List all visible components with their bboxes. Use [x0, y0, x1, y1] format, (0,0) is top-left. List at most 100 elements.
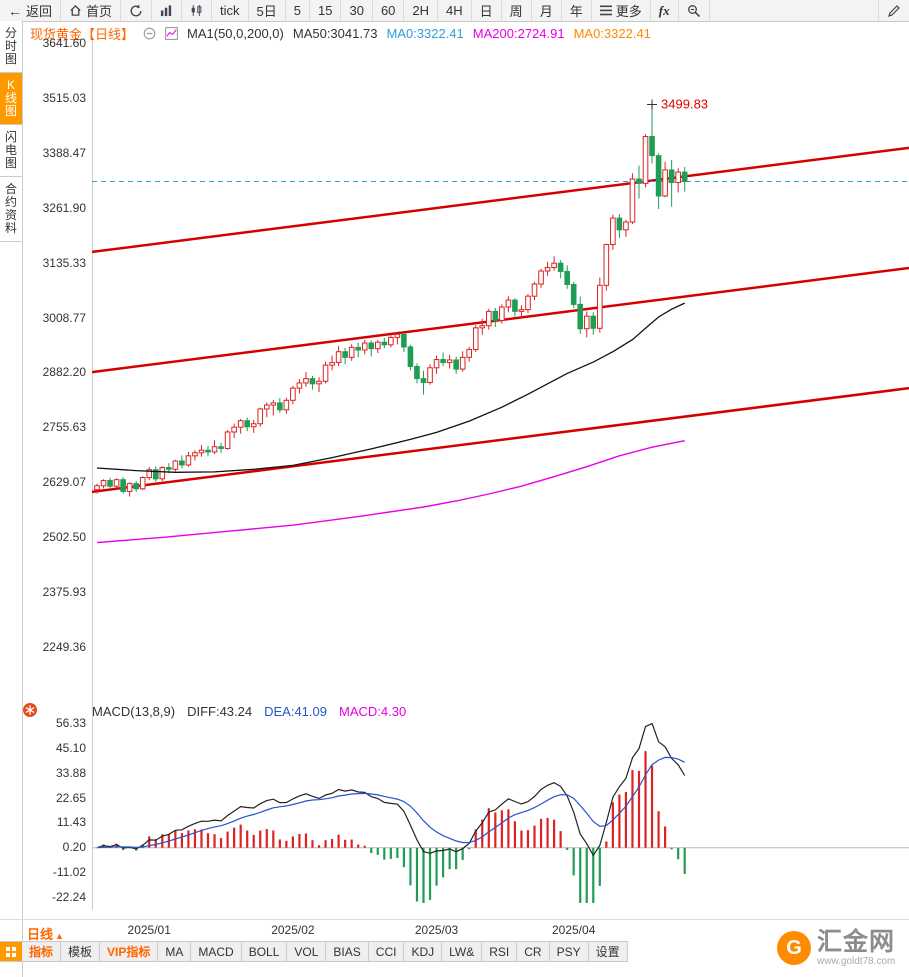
- bar-chart-icon: [160, 5, 172, 17]
- bottom-tab-VIP指标[interactable]: VIP指标: [100, 942, 159, 961]
- macd-header: MACD(13,8,9) DIFF:43.24 DEA:41.09 MACD:4…: [92, 704, 406, 719]
- toolbar-period-button-30[interactable]: 30: [341, 0, 373, 21]
- period-selector-label: 日线: [27, 927, 54, 942]
- toolbar-period-button-月[interactable]: 月: [532, 0, 562, 21]
- toolbar-period-button-60[interactable]: 60: [373, 0, 405, 21]
- y-axis-label: 2502.50: [42, 530, 86, 545]
- x-axis-label: 2025/01: [127, 923, 171, 937]
- chart-header: 现货黄金【日线】 MA1(50,0,200,0) MA50:3041.73 MA…: [30, 24, 651, 43]
- zoom-out-button[interactable]: [679, 0, 710, 21]
- logo-url: www.goldt78.com: [817, 956, 896, 967]
- toolbar-period-button-年[interactable]: 年: [562, 0, 592, 21]
- bottom-tab-模板[interactable]: 模板: [61, 942, 101, 961]
- peak-price-annotation: 3499.83: [661, 97, 708, 112]
- y-axis-label: 2249.36: [42, 639, 86, 654]
- ma200-value: MA200:2724.91: [472, 26, 565, 41]
- bottom-tab-LW&[interactable]: LW&: [442, 942, 483, 961]
- home-button[interactable]: 首页: [61, 0, 122, 21]
- period-button-group: tick 5日 5 15 30 60 2H 4H 日周月年: [212, 0, 592, 21]
- back-arrow-icon: ←: [8, 2, 22, 19]
- ma0-blue-value: MA0:3322.41: [386, 26, 464, 41]
- macd-hist-value: MACD:4.30: [338, 704, 407, 719]
- refresh-button[interactable]: [121, 0, 153, 21]
- toolbar-period-button-周[interactable]: 周: [502, 0, 532, 21]
- macd-title: MACD(13,8,9): [92, 704, 176, 719]
- chart-bottom-divider: [0, 919, 909, 920]
- bottom-tab-VOL[interactable]: VOL: [287, 942, 327, 961]
- macd-y-axis-label: 33.88: [55, 765, 86, 780]
- macd-y-axis-label: -11.02: [52, 865, 86, 880]
- home-icon: [70, 4, 81, 16]
- fx-indicator-button[interactable]: fx: [651, 0, 679, 21]
- ma50-value: MA50:3041.73: [292, 26, 378, 41]
- toolbar-period-button-2H[interactable]: 2H: [404, 0, 439, 21]
- top-toolbar: ← 返回 首页 tick 5日 5 15 30 60 2H 4H 日周月年 更多 fx: [0, 0, 909, 22]
- price-chart-canvas[interactable]: 3499.83: [92, 20, 909, 920]
- toolbar-period-button-5[interactable]: 5: [286, 0, 310, 21]
- refresh-icon: [130, 4, 142, 16]
- x-axis-label: 2025/03: [414, 923, 459, 937]
- more-button[interactable]: 更多: [592, 0, 651, 21]
- bottom-tab-设置[interactable]: 设置: [589, 942, 628, 961]
- back-button[interactable]: ← 返回: [0, 0, 62, 21]
- y-axis-label: 2755.63: [42, 420, 86, 435]
- bottom-tab-指标[interactable]: 指标: [22, 942, 62, 961]
- site-logo: G 汇金网 www.goldt78.com: [777, 921, 905, 975]
- candle-chart-icon: [191, 4, 202, 17]
- y-axis-label: 3008.77: [42, 310, 86, 325]
- ma-badge-icon[interactable]: [165, 27, 178, 40]
- bottom-tab-CCI[interactable]: CCI: [369, 942, 405, 961]
- symbol-title: 现货黄金【日线】: [30, 27, 135, 42]
- bottom-tab-RSI[interactable]: RSI: [482, 942, 518, 961]
- y-axis-label: 2375.93: [42, 585, 86, 600]
- macd-y-axis-label: 11.43: [56, 815, 86, 830]
- logo-monogram: G: [786, 936, 802, 959]
- bar-chart-type-button[interactable]: [152, 0, 183, 21]
- y-axis-label: 2629.07: [42, 475, 86, 490]
- y-axis-label: 3515.03: [42, 90, 86, 105]
- bottom-tab-KDJ[interactable]: KDJ: [404, 942, 443, 961]
- indicator-bar-icon[interactable]: [0, 942, 22, 961]
- macd-settings-icon[interactable]: [22, 702, 38, 718]
- fx-icon: fx: [658, 2, 670, 18]
- y-axis-label: 2882.20: [42, 365, 86, 380]
- ma0-orange-value: MA0:3322.41: [573, 26, 651, 41]
- toolbar-period-button-日[interactable]: 日: [472, 0, 502, 21]
- sidebar-tab-timeshare-chart[interactable]: 分时图: [0, 21, 22, 73]
- logo-name: 汇金网: [817, 928, 896, 956]
- toolbar-period-button-4H[interactable]: 4H: [438, 0, 472, 21]
- period-selector[interactable]: 日线 ▲: [27, 924, 64, 943]
- bottom-tab-MACD[interactable]: MACD: [191, 942, 242, 961]
- sidebar-tab-kline-chart[interactable]: K线图: [0, 73, 22, 125]
- macd-dea-value: DEA:41.09: [264, 704, 327, 719]
- y-axis-label: 3388.47: [42, 145, 86, 160]
- y-axis-label: 3641.60: [42, 36, 86, 50]
- pencil-icon: [888, 4, 900, 17]
- hamburger-icon: [599, 5, 612, 16]
- caret-up-icon: ▲: [55, 931, 64, 941]
- y-axis-label: 3135.33: [42, 255, 86, 270]
- bottom-tab-BIAS[interactable]: BIAS: [326, 942, 369, 961]
- candle-chart-type-button[interactable]: [182, 0, 213, 21]
- bottom-tab-MA[interactable]: MA: [158, 942, 192, 961]
- x-axis-label: 2025/04: [551, 923, 596, 937]
- bottom-tab-PSY[interactable]: PSY: [550, 942, 589, 961]
- zoom-out-icon: [687, 4, 700, 17]
- sidebar-tab-contract-info[interactable]: 合约资料: [0, 177, 22, 242]
- toolbar-period-button-15[interactable]: 15: [310, 0, 342, 21]
- left-sidebar: 分时图 K线图 闪电图 合约资料: [0, 21, 23, 977]
- collapse-icon[interactable]: [143, 27, 156, 40]
- draw-button[interactable]: [878, 0, 909, 21]
- back-label: 返回: [26, 4, 53, 19]
- macd-y-axis-label: 56.33: [55, 716, 86, 730]
- bottom-tab-BOLL[interactable]: BOLL: [242, 942, 288, 961]
- sidebar-tab-lightning-chart[interactable]: 闪电图: [0, 125, 22, 177]
- y-axis-label: 3261.90: [42, 200, 86, 215]
- macd-y-axis-label: 22.65: [55, 790, 86, 805]
- toolbar-period-button-tick[interactable]: tick: [212, 0, 249, 21]
- logo-mark: G: [777, 931, 811, 965]
- toolbar-period-button-5日[interactable]: 5日: [249, 0, 286, 21]
- bottom-tab-CR[interactable]: CR: [517, 942, 550, 961]
- home-label: 首页: [86, 4, 113, 19]
